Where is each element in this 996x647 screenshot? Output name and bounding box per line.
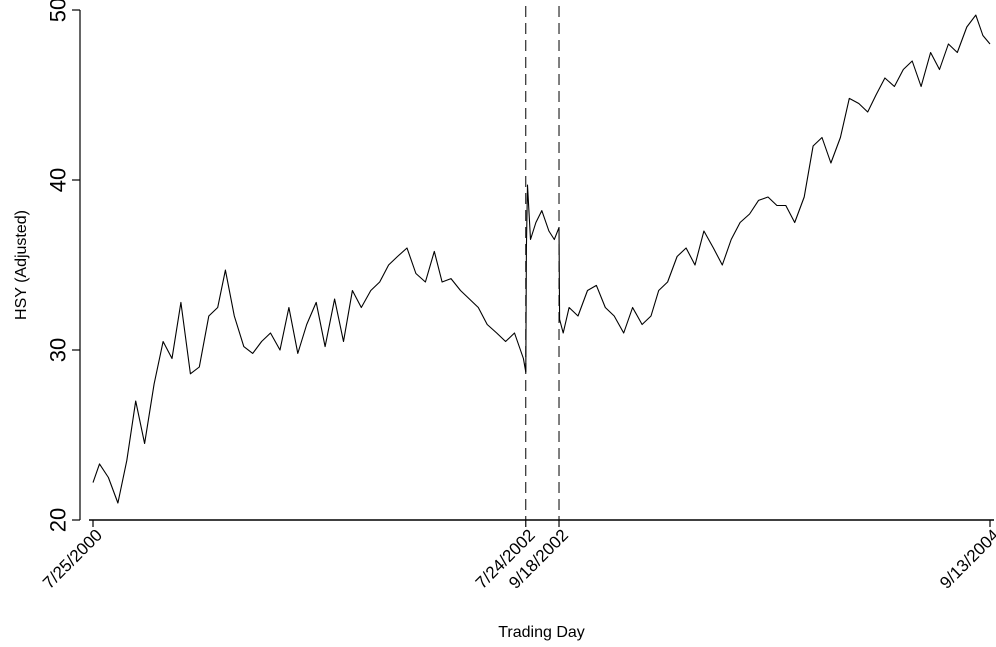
axes — [79, 10, 994, 521]
y-tick-label: 20 — [46, 508, 71, 532]
x-axis-title: Trading Day — [498, 624, 585, 641]
y-axis-title: HSY (Adjusted) — [13, 210, 30, 320]
x-tick-label: 9/13/2004 — [936, 526, 996, 593]
series-line — [92, 14, 991, 504]
y-tick-label: 40 — [46, 168, 71, 192]
y-tick-label: 50 — [46, 0, 71, 22]
x-tick-label: 7/25/2000 — [39, 526, 106, 593]
y-ticks: 20 30 40 50 — [46, 0, 80, 532]
y-tick-label: 30 — [46, 338, 71, 362]
reference-lines — [525, 6, 560, 520]
